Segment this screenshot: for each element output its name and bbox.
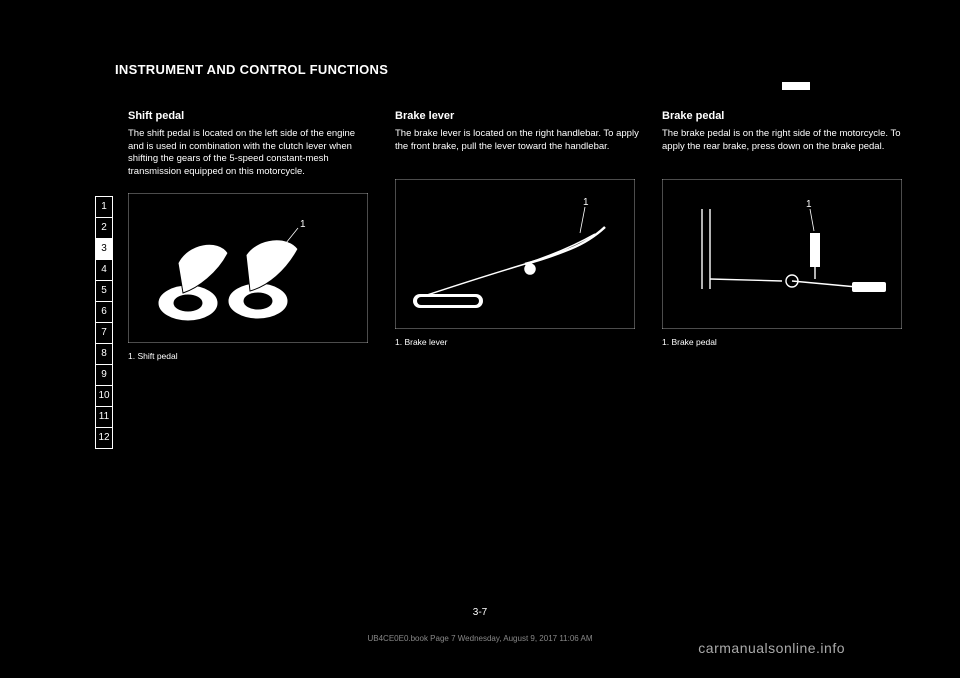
tab-9[interactable]: 9 <box>95 364 113 386</box>
figure-shift-pedal: 1 <box>128 193 373 343</box>
tab-2[interactable]: 2 <box>95 217 113 239</box>
svg-text:1: 1 <box>300 219 306 230</box>
figure-shift-pedal-callout: 1. Shift pedal <box>128 351 373 362</box>
heading-brake-lever: Brake lever <box>395 109 640 124</box>
page-number: 3-7 <box>473 607 487 618</box>
tab-10[interactable]: 10 <box>95 385 113 407</box>
header-marker <box>782 82 810 90</box>
chapter-tabs: 1 2 3 4 5 6 7 8 9 10 11 12 <box>95 196 115 448</box>
tab-12[interactable]: 12 <box>95 427 113 449</box>
section-title: INSTRUMENT AND CONTROL FUNCTIONS <box>115 62 388 77</box>
tab-8[interactable]: 8 <box>95 343 113 365</box>
heading-brake-pedal: Brake pedal <box>662 109 907 124</box>
doc-footer: UB4CE0E0.book Page 7 Wednesday, August 9… <box>367 634 592 643</box>
tab-4[interactable]: 4 <box>95 259 113 281</box>
figure-brake-lever-callout: 1. Brake lever <box>395 337 640 348</box>
column-1: Shift pedal The shift pedal is located o… <box>128 105 373 363</box>
tab-6[interactable]: 6 <box>95 301 113 323</box>
tab-5[interactable]: 5 <box>95 280 113 302</box>
heading-shift-pedal: Shift pedal <box>128 109 373 124</box>
figure-brake-lever: 1 <box>395 179 640 329</box>
tab-7[interactable]: 7 <box>95 322 113 344</box>
svg-text:1: 1 <box>583 197 589 208</box>
page: INSTRUMENT AND CONTROL FUNCTIONS 1 2 3 4… <box>0 0 960 678</box>
svg-text:1: 1 <box>806 199 812 210</box>
figure-brake-pedal-callout: 1. Brake pedal <box>662 337 907 348</box>
column-3: Brake pedal The brake pedal is on the ri… <box>662 105 907 349</box>
body-brake-lever: The brake lever is located on the right … <box>395 128 640 154</box>
tab-11[interactable]: 11 <box>95 406 113 428</box>
body-shift-pedal: The shift pedal is located on the left s… <box>128 128 373 179</box>
body-brake-pedal: The brake pedal is on the right side of … <box>662 128 907 154</box>
tab-1[interactable]: 1 <box>95 196 113 218</box>
watermark: carmanualsonline.info <box>698 640 845 656</box>
figure-brake-pedal: 1 <box>662 179 907 329</box>
page-header: INSTRUMENT AND CONTROL FUNCTIONS <box>115 62 845 77</box>
tab-3[interactable]: 3 <box>95 238 113 260</box>
column-2: Brake lever The brake lever is located o… <box>395 105 640 349</box>
